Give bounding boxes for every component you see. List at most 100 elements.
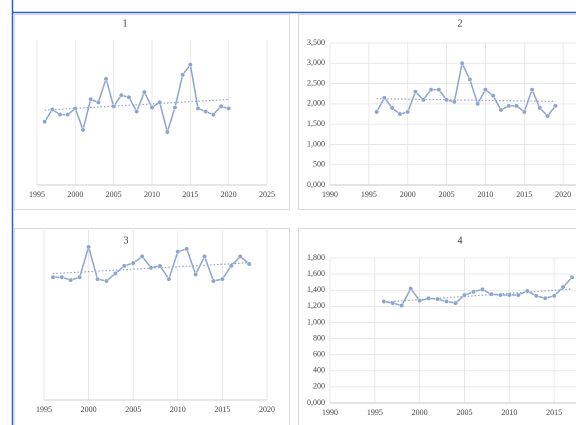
x-tick-label: 2015: [214, 405, 230, 414]
data-point: [537, 105, 543, 111]
y-tick-label: 2,000: [307, 99, 325, 108]
data-point: [569, 274, 575, 280]
chart-panel: 2 0,000 500 1,000 1,500 2,000 2,500 3,000 3,500 1…: [298, 14, 576, 210]
data-point: [210, 112, 216, 118]
x-tick-label: 2015: [182, 190, 198, 199]
data-point: [515, 292, 521, 298]
data-point: [166, 276, 172, 282]
data-point: [467, 77, 473, 82]
data-point: [381, 299, 387, 304]
data-point: [118, 92, 124, 98]
x-tick-label: 2020: [555, 190, 571, 199]
data-point: [529, 87, 535, 93]
panel-frame: [14, 228, 290, 425]
data-point: [68, 277, 74, 283]
x-tick-label: 2005: [106, 190, 122, 199]
data-point: [80, 127, 86, 133]
y-tick-label: 500: [313, 160, 325, 169]
data-point: [50, 274, 56, 280]
x-tick-label: 1995: [361, 190, 377, 199]
x-tick-label: 2010: [477, 190, 493, 199]
trend-line: [52, 262, 250, 275]
data-point: [426, 295, 432, 301]
x-tick-label: 2015: [516, 190, 532, 199]
data-point: [413, 89, 418, 95]
data-point: [86, 244, 92, 250]
chart-title: 2: [458, 18, 463, 29]
data-point: [149, 104, 155, 110]
data-point: [180, 72, 186, 78]
data-point: [95, 276, 100, 282]
data-point: [374, 109, 380, 115]
y-tick-label: 1,000: [307, 139, 325, 148]
data-point: [172, 104, 178, 110]
x-tick-label: 2000: [412, 408, 428, 417]
y-tick-label: 0,000: [307, 180, 325, 189]
data-point: [514, 103, 519, 109]
data-point: [88, 96, 94, 102]
data-point: [211, 278, 216, 284]
x-tick-label: 1995: [36, 405, 52, 414]
data-point: [175, 249, 181, 255]
data-point: [157, 263, 163, 269]
x-tick-label: 2020: [221, 190, 237, 199]
data-point: [103, 278, 109, 284]
data-point: [506, 292, 512, 298]
x-tick-label: 2005: [125, 405, 141, 414]
data-point: [184, 246, 190, 252]
chart-title: 1: [123, 18, 128, 29]
y-tick-label: 3,000: [307, 58, 325, 67]
x-tick-label: 2025: [259, 190, 275, 199]
y-tick-label: 2,500: [307, 78, 325, 87]
data-point: [193, 271, 199, 277]
data-point: [130, 260, 136, 266]
y-tick-label: 400: [313, 366, 325, 375]
x-tick-label: 2000: [400, 190, 416, 199]
data-point: [542, 295, 548, 301]
data-point: [552, 103, 558, 109]
data-point: [121, 263, 127, 269]
x-tick-label: 1990: [322, 408, 338, 417]
data-point: [141, 89, 147, 95]
x-tick-label: 2015: [546, 408, 562, 417]
data-point: [471, 289, 476, 295]
y-tick-label: 1,200: [307, 301, 325, 310]
data-point: [219, 276, 225, 282]
data-point: [482, 87, 488, 93]
data-point: [533, 293, 539, 299]
data-point: [77, 274, 83, 280]
data-point: [195, 106, 201, 111]
data-point: [459, 60, 465, 66]
y-tick-label: 600: [313, 349, 325, 358]
data-point: [545, 113, 551, 119]
data-point: [381, 95, 387, 101]
data-point: [435, 296, 441, 302]
x-tick-label: 2010: [144, 190, 160, 199]
data-point: [453, 300, 458, 306]
x-tick-label: 2020: [259, 405, 275, 414]
data-point: [164, 129, 170, 135]
y-tick-label: 0,000: [307, 398, 325, 407]
x-tick-label: 2005: [439, 190, 455, 199]
data-point: [389, 105, 395, 111]
data-point: [462, 292, 467, 298]
chart-panel: 1 1995 2000 2005 2010 2015 2020 2025: [14, 14, 290, 210]
data-point: [42, 119, 48, 125]
chart-title: 3: [124, 235, 129, 246]
chart-title: 4: [458, 235, 463, 246]
data-point: [65, 112, 71, 118]
data-point: [126, 94, 132, 100]
y-tick-label: 200: [313, 382, 325, 391]
data-point: [203, 109, 209, 114]
data-point: [560, 284, 566, 290]
y-tick-label: 800: [313, 333, 325, 342]
data-point: [399, 303, 405, 308]
panel-frame: [298, 14, 576, 210]
y-tick-label: 3,500: [307, 38, 325, 47]
x-tick-label: 1995: [367, 408, 383, 417]
x-tick-label: 2005: [457, 408, 473, 417]
x-tick-label: 2000: [81, 405, 97, 414]
panel-frame: [298, 228, 576, 425]
